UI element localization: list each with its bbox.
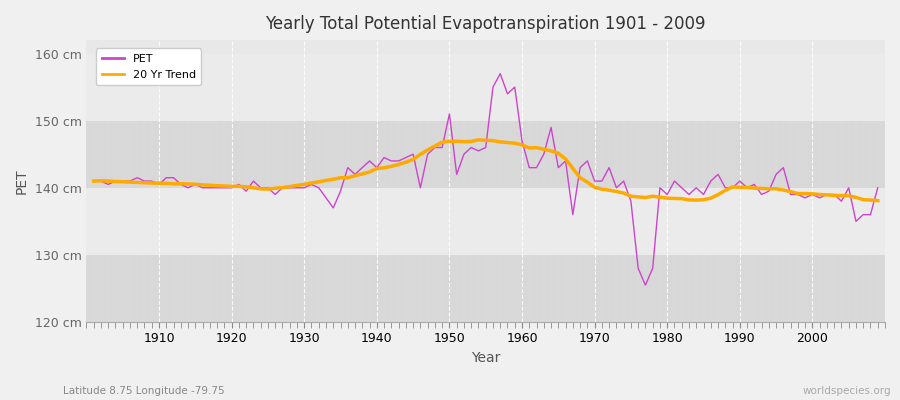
Bar bbox=[86, 54, 885, 121]
Bar bbox=[86, 188, 885, 255]
Text: worldspecies.org: worldspecies.org bbox=[803, 386, 891, 396]
Legend: PET, 20 Yr Trend: PET, 20 Yr Trend bbox=[96, 48, 202, 85]
Text: Latitude 8.75 Longitude -79.75: Latitude 8.75 Longitude -79.75 bbox=[63, 386, 225, 396]
Y-axis label: PET: PET bbox=[15, 168, 29, 194]
Bar bbox=[86, 255, 885, 322]
X-axis label: Year: Year bbox=[471, 351, 500, 365]
Title: Yearly Total Potential Evapotranspiration 1901 - 2009: Yearly Total Potential Evapotranspiratio… bbox=[266, 15, 706, 33]
Bar bbox=[86, 121, 885, 188]
